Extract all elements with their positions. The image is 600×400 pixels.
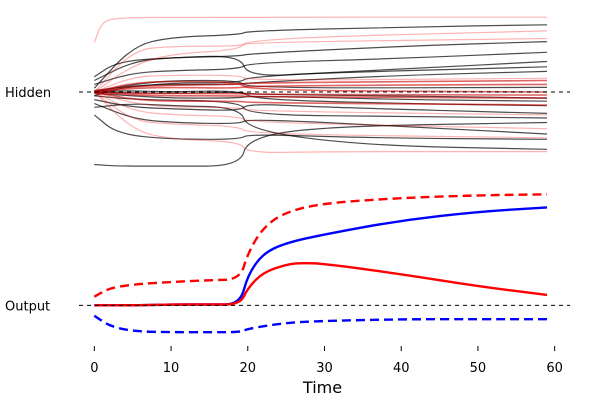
hidden-trace-22: [93, 37, 548, 93]
output-trace-3: [93, 314, 547, 334]
output-trace-2: [94, 261, 548, 307]
x-tick-label: 20: [240, 361, 257, 376]
output-row-label: Output: [5, 299, 50, 314]
output-trace-1: [94, 206, 548, 307]
hidden-trace-0: [94, 121, 548, 167]
hidden-trace-15: [94, 95, 548, 119]
x-axis-ticks: 0 10 20 30 40 50 60: [90, 346, 563, 376]
hidden-trace-18: [93, 30, 548, 93]
hidden-trace-26: [94, 80, 548, 93]
hidden-trace-27: [94, 91, 548, 106]
hidden-trace-17: [93, 91, 547, 153]
hidden-trace-24: [94, 83, 548, 93]
x-tick-label: 10: [163, 361, 180, 376]
hidden-trace-1: [93, 114, 548, 140]
x-axis-title: Time: [302, 378, 342, 397]
x-tick-label: 50: [470, 361, 487, 376]
hidden-trace-4: [94, 99, 548, 114]
hidden-trace-23: [93, 91, 548, 139]
hidden-trace-11: [94, 92, 548, 102]
output-panel-traces: [93, 193, 548, 334]
hidden-trace-16: [93, 16, 547, 43]
hidden-trace-13: [94, 103, 548, 150]
hidden-row-label: Hidden: [5, 86, 51, 101]
hidden-trace-20: [94, 74, 548, 93]
hidden-trace-8: [93, 24, 548, 89]
x-tick-label: 40: [393, 361, 410, 376]
x-tick-label: 0: [90, 361, 98, 376]
x-tick-label: 60: [546, 361, 563, 376]
hidden-trace-28: [94, 79, 548, 93]
output-trace-0: [93, 193, 548, 298]
x-tick-label: 30: [316, 361, 333, 376]
hidden-trace-21: [94, 91, 548, 116]
hidden-trace-19: [94, 91, 548, 130]
hidden-trace-29: [94, 91, 548, 96]
hidden-trace-12: [94, 55, 548, 82]
hidden-trace-3: [94, 51, 548, 85]
hidden-trace-7: [94, 102, 548, 135]
